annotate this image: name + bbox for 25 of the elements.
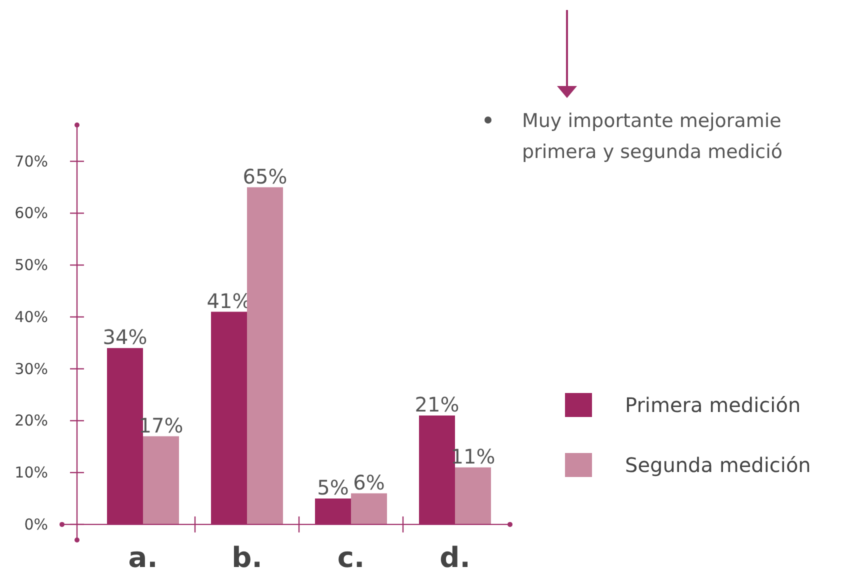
y-tick-label: 70% (14, 152, 48, 170)
data-label: 21% (414, 392, 460, 416)
bar (351, 493, 387, 524)
bar (455, 467, 491, 524)
data-label: 65% (242, 164, 288, 188)
text: Muy importante mejoramie (522, 110, 782, 132)
y-tick-label: 30% (14, 360, 48, 378)
x-tick-label: b. (232, 541, 262, 574)
data-label: 34% (102, 325, 148, 350)
y-tick-label: 20% (14, 412, 48, 430)
x-tick-label: a. (128, 541, 158, 574)
data-label: 6% (353, 470, 385, 494)
y-tick-label: 40% (14, 308, 48, 326)
text: primera y segunda medició (522, 141, 782, 163)
bar (247, 187, 283, 524)
y-tick-label: 60% (14, 204, 48, 222)
y-tick-label: 50% (14, 256, 48, 274)
x-tick-label: c. (337, 541, 365, 574)
y-tick-label: 10% (14, 464, 48, 482)
legend-label: Segunda medición (625, 453, 811, 477)
x-tick-label: d. (440, 541, 470, 574)
legend-label: Primera medición (625, 393, 801, 417)
y-tick-label: 0% (24, 515, 48, 534)
data-label: 5% (317, 476, 349, 500)
bar (143, 436, 179, 524)
